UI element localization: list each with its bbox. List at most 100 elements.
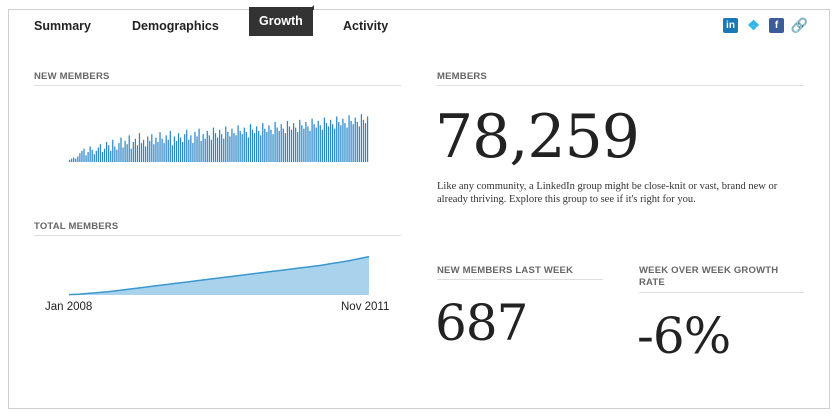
bar-138 (352, 124, 354, 162)
bar-9 (87, 152, 89, 162)
bar-56 (184, 134, 186, 162)
bar-58 (188, 139, 190, 162)
area-line (68, 255, 370, 296)
bar-80 (233, 133, 235, 162)
bar-127 (329, 119, 332, 162)
bar-107 (288, 126, 291, 162)
bar-1 (71, 158, 73, 162)
bar-4 (77, 156, 79, 162)
bar-132 (340, 125, 342, 162)
bar-139 (354, 117, 356, 162)
bar-71 (214, 133, 217, 162)
new-last-week-count: 687 (435, 294, 528, 352)
bar-136 (348, 115, 350, 162)
bar-106 (286, 120, 289, 162)
bar-109 (292, 123, 295, 162)
bar-116 (307, 126, 309, 162)
bar-18 (105, 142, 108, 162)
bar-66 (204, 138, 206, 162)
bar-74 (221, 134, 223, 162)
bar-28 (126, 144, 128, 162)
bar-16 (101, 152, 104, 162)
bar-88 (249, 124, 252, 162)
x-axis-end-label: Nov 2011 (341, 301, 390, 313)
members-description: Like any community, a LinkedIn group mig… (437, 181, 778, 205)
bar-10 (89, 146, 91, 162)
bar-119 (313, 124, 315, 162)
tab-activity[interactable]: Activity (343, 19, 389, 33)
bar-2 (73, 157, 75, 162)
bar-20 (110, 150, 112, 162)
area-fill (69, 256, 369, 295)
bar-52 (175, 140, 178, 162)
bar-64 (200, 140, 202, 162)
bar-122 (319, 125, 321, 162)
bar-53 (177, 133, 180, 162)
bar-29 (128, 135, 130, 162)
bar-24 (118, 143, 120, 162)
bar-40 (151, 134, 153, 162)
bar-79 (231, 128, 233, 162)
bar-126 (327, 126, 330, 162)
bar-112 (299, 119, 301, 162)
bar-12 (93, 154, 95, 162)
bar-65 (202, 134, 204, 162)
bar-38 (147, 136, 149, 162)
bar-94 (262, 123, 264, 162)
bar-99 (272, 134, 274, 162)
bar-60 (192, 143, 194, 162)
bar-13 (95, 150, 97, 162)
bar-75 (223, 138, 225, 162)
bar-37 (145, 146, 147, 162)
bar-62 (196, 136, 198, 162)
bar-49 (169, 130, 171, 162)
bar-117 (309, 130, 311, 162)
members-label: MEMBERS (437, 71, 804, 86)
bar-50 (171, 145, 173, 162)
bar-135 (346, 127, 348, 162)
bar-104 (282, 128, 284, 162)
bar-90 (253, 133, 256, 162)
bar-25 (120, 137, 122, 162)
tab-summary[interactable]: Summary (34, 19, 91, 33)
bar-76 (225, 126, 227, 162)
bar-57 (186, 129, 188, 162)
bar-23 (116, 149, 118, 162)
bar-34 (138, 133, 141, 162)
bar-77 (227, 132, 229, 162)
bar-19 (108, 145, 110, 162)
bar-114 (303, 128, 305, 162)
bar-51 (173, 136, 176, 162)
bar-17 (103, 148, 106, 162)
bar-85 (243, 127, 245, 162)
bar-133 (342, 118, 344, 162)
bar-82 (237, 125, 239, 162)
total-members-area-chart (68, 255, 370, 296)
link-icon[interactable]: 🔗 (790, 17, 809, 33)
bar-110 (295, 127, 297, 162)
bar-96 (266, 132, 268, 162)
bar-98 (270, 129, 272, 162)
linkedin-icon[interactable]: in (723, 18, 738, 33)
bar-43 (157, 142, 159, 162)
facebook-icon[interactable]: f (769, 18, 784, 33)
bar-44 (159, 132, 161, 162)
twitter-icon[interactable]: ❖ (747, 17, 760, 33)
bar-70 (212, 127, 215, 162)
bar-22 (114, 146, 116, 162)
bar-93 (260, 135, 262, 162)
bar-84 (241, 134, 243, 162)
bar-7 (83, 148, 85, 162)
bar-68 (208, 135, 210, 162)
bar-89 (251, 129, 254, 162)
tab-growth[interactable]: Growth (249, 5, 314, 36)
tab-bar: Summary Demographics Growth Activity (9, 5, 829, 40)
bar-36 (142, 139, 145, 162)
bar-59 (190, 135, 192, 162)
bar-145 (366, 116, 369, 162)
bar-143 (362, 119, 365, 162)
x-axis-start-label: Jan 2008 (45, 301, 93, 313)
tab-demographics[interactable]: Demographics (132, 19, 219, 33)
new-last-week-label: NEW MEMBERS LAST WEEK (437, 265, 603, 280)
bar-97 (268, 125, 270, 162)
